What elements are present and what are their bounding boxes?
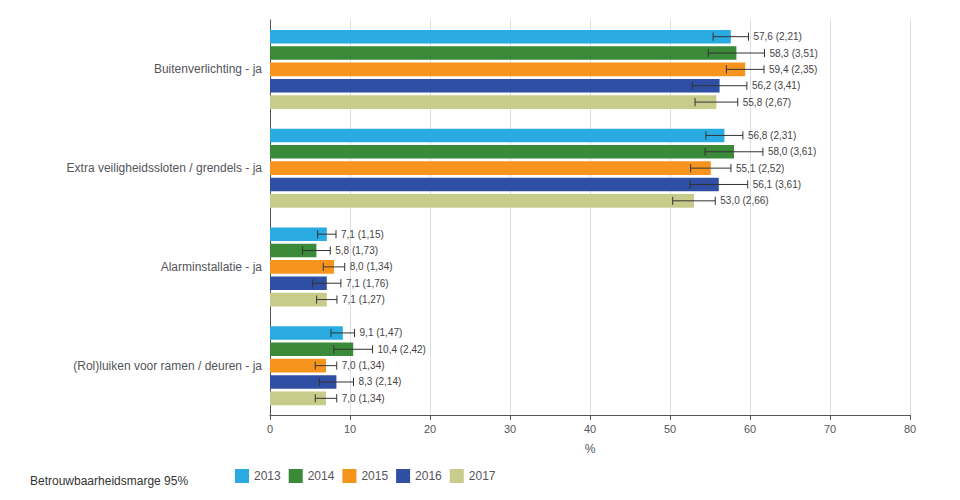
svg-text:59,4 (2,35): 59,4 (2,35) (769, 64, 817, 75)
svg-text:9,1 (1,47): 9,1 (1,47) (360, 327, 403, 338)
svg-text:2016: 2016 (415, 469, 442, 483)
svg-text:0: 0 (267, 423, 273, 435)
svg-text:80: 80 (904, 423, 916, 435)
svg-text:56,2 (3,41): 56,2 (3,41) (752, 80, 800, 91)
svg-text:Alarminstallatie - ja: Alarminstallatie - ja (161, 260, 263, 274)
svg-text:%: % (585, 442, 596, 456)
svg-text:Betrouwbaarheidsmarge 95%: Betrouwbaarheidsmarge 95% (30, 474, 188, 488)
svg-text:Buitenverlichting - ja: Buitenverlichting - ja (154, 62, 262, 76)
svg-text:2013: 2013 (254, 469, 281, 483)
svg-text:57,6 (2,21): 57,6 (2,21) (753, 31, 801, 42)
svg-text:7,1 (1,27): 7,1 (1,27) (342, 294, 385, 305)
svg-text:8,3 (2,14): 8,3 (2,14) (359, 376, 402, 387)
svg-text:2017: 2017 (469, 469, 496, 483)
svg-text:8,0 (1,34): 8,0 (1,34) (350, 261, 393, 272)
svg-text:2014: 2014 (308, 469, 335, 483)
svg-text:58,0 (3,61): 58,0 (3,61) (768, 146, 816, 157)
svg-text:30: 30 (504, 423, 516, 435)
svg-text:55,1 (2,52): 55,1 (2,52) (736, 163, 784, 174)
svg-text:20: 20 (424, 423, 436, 435)
svg-text:40: 40 (584, 423, 596, 435)
svg-text:Extra veiligheidssloten / gren: Extra veiligheidssloten / grendels - ja (67, 161, 263, 175)
svg-text:50: 50 (664, 423, 676, 435)
svg-text:53,0 (2,66): 53,0 (2,66) (720, 195, 768, 206)
svg-text:2015: 2015 (361, 469, 388, 483)
svg-text:7,1 (1,76): 7,1 (1,76) (346, 278, 389, 289)
svg-text:5,8 (1,73): 5,8 (1,73) (335, 245, 378, 256)
svg-text:55,8 (2,67): 55,8 (2,67) (743, 97, 791, 108)
svg-text:70: 70 (824, 423, 836, 435)
svg-text:10: 10 (344, 423, 356, 435)
svg-text:60: 60 (744, 423, 756, 435)
svg-text:7,1 (1,15): 7,1 (1,15) (341, 229, 384, 240)
svg-text:7,0 (1,34): 7,0 (1,34) (342, 393, 385, 404)
svg-text:7,0 (1,34): 7,0 (1,34) (342, 360, 385, 371)
svg-text:56,1 (3,61): 56,1 (3,61) (753, 179, 801, 190)
svg-text:(Rol)luiken voor ramen / deure: (Rol)luiken voor ramen / deuren - ja (73, 359, 262, 373)
svg-text:56,8 (2,31): 56,8 (2,31) (748, 130, 796, 141)
svg-text:10,4 (2,42): 10,4 (2,42) (378, 344, 426, 355)
svg-text:58,3 (3,51): 58,3 (3,51) (769, 48, 817, 59)
